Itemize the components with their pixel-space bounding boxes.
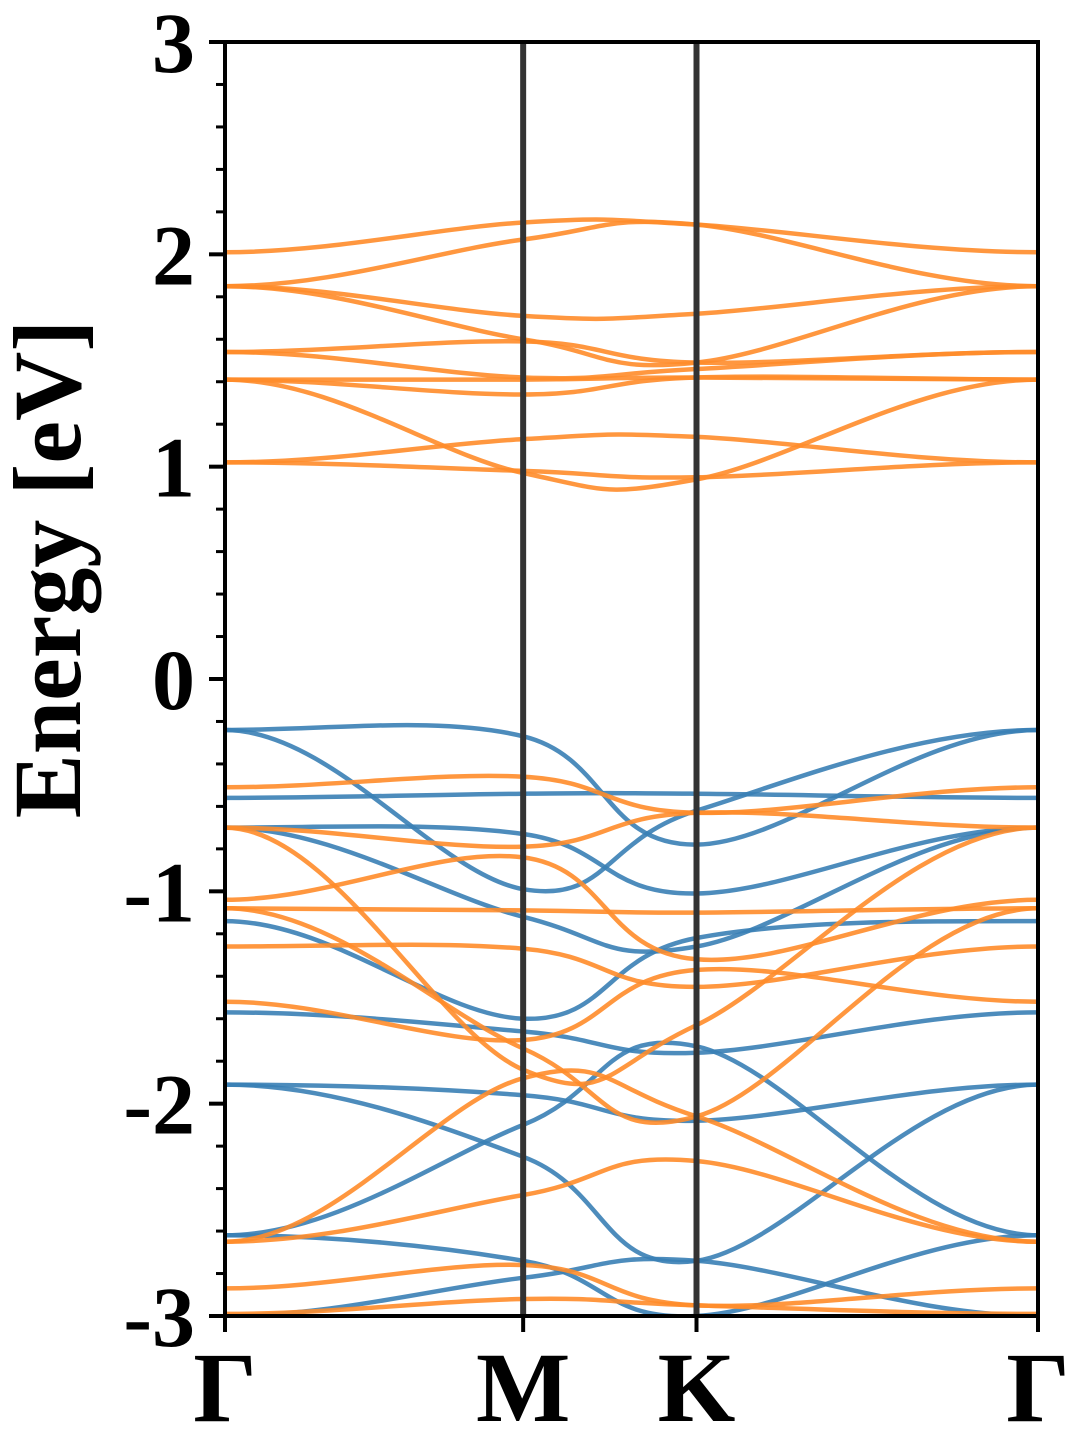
- conduction-band-3: [225, 283, 1038, 368]
- y-tick-label: 0: [152, 632, 195, 728]
- conduction-band-2: [225, 283, 1038, 322]
- y-tick-label: 2: [152, 207, 195, 303]
- valence-band-14: [225, 824, 1038, 896]
- y-tick-label: -1: [123, 844, 195, 940]
- tick-labels: -3 -2 -1 0 1 2 3 Γ M K Γ: [123, 0, 1069, 1440]
- x-tick-label: K: [658, 1332, 736, 1440]
- x-tick-label: Γ: [1006, 1332, 1070, 1440]
- conduction-band-27: [225, 942, 1038, 990]
- conduction-band-26: [225, 906, 1038, 915]
- valence-band-16: [225, 918, 1038, 1021]
- conduction-band-0: [225, 217, 1038, 255]
- conduction-band-34: [225, 1296, 1038, 1316]
- valence-band-19: [225, 1082, 1038, 1265]
- conduction-band-1: [225, 219, 1038, 289]
- conduction-band-32: [225, 1157, 1038, 1244]
- conduction-band-5: [225, 349, 1038, 381]
- conduction-band-31: [225, 1068, 1038, 1244]
- valence-band-18: [225, 1082, 1038, 1124]
- conduction-band-7: [225, 374, 1038, 397]
- y-tick-label: 1: [152, 420, 195, 516]
- valence-band-13: [225, 727, 1038, 894]
- conduction-band-24: [225, 810, 1038, 850]
- y-tick-label: 3: [152, 0, 195, 91]
- y-tick-label: -2: [123, 1057, 195, 1153]
- conduction-band-33: [225, 1262, 1038, 1309]
- valence-band-17: [225, 1010, 1038, 1056]
- valence-band-11: [225, 722, 1038, 847]
- conduction-band-8: [225, 432, 1038, 465]
- valence-band-20: [225, 1040, 1038, 1238]
- x-tick-label: M: [476, 1332, 570, 1440]
- conduction-band-23: [225, 773, 1038, 816]
- valence-band-15: [225, 825, 1038, 954]
- conduction-band-10: [225, 377, 1038, 492]
- conduction-band-9: [225, 460, 1038, 480]
- conduction-band-28: [225, 966, 1038, 1043]
- axes: [209, 40, 1040, 1332]
- symmetry-lines: [520, 42, 700, 1316]
- band-series-layer: [225, 217, 1038, 1316]
- y-axis-label: Energy [eV]: [0, 320, 101, 819]
- x-tick-label: Γ: [193, 1332, 257, 1440]
- conduction-band-29: [225, 906, 1038, 1125]
- y-tick-label: -3: [123, 1269, 195, 1365]
